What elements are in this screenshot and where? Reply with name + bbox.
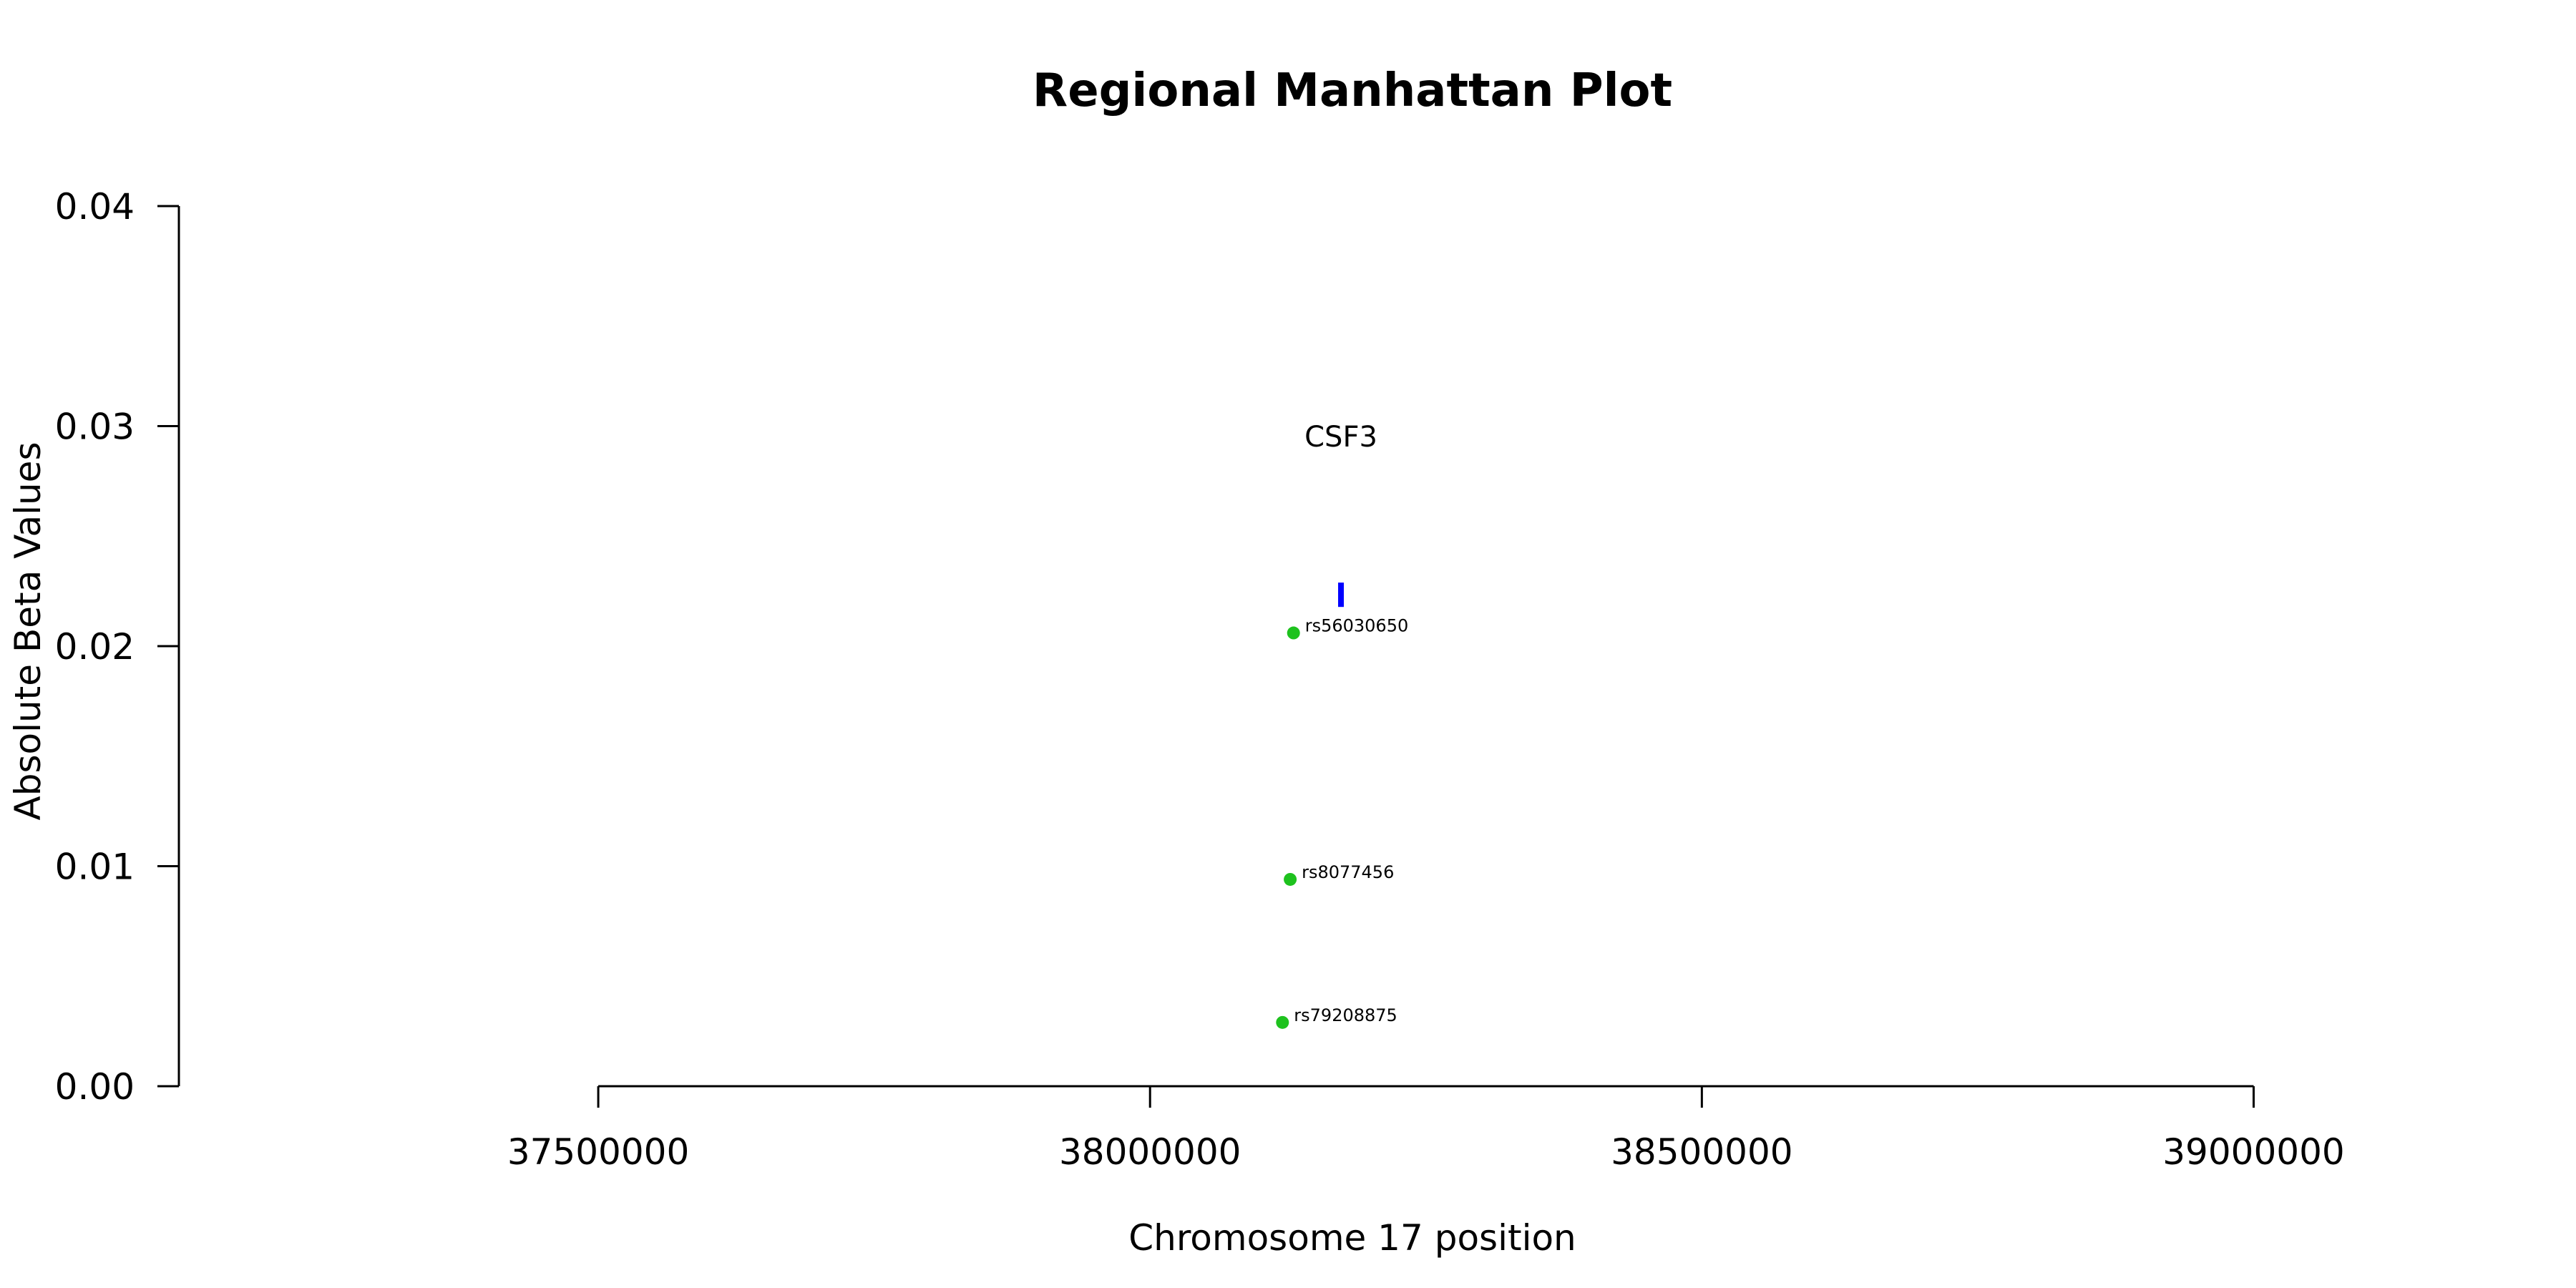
data-point [1284,872,1297,886]
y-tick-label: 0.03 [55,406,135,448]
x-tick-label: 38500000 [1611,1131,1793,1173]
snp-label: rs79208875 [1294,1005,1397,1025]
data-point [1287,626,1300,640]
y-tick-label: 0.00 [55,1066,135,1108]
gene-label: CSF3 [1304,421,1377,454]
x-ticks: 37500000 38000000 38500000 39000000 [507,1086,2345,1173]
snp-label: rs8077456 [1302,862,1394,882]
y-tick-label: 0.01 [55,847,135,888]
snp-label: rs56030650 [1305,616,1409,636]
x-axis-label: Chromosome 17 position [1128,1217,1576,1259]
gene-annotations: CSF3 [1304,421,1377,608]
data-point [1276,1015,1289,1029]
gene-marker [1338,582,1345,608]
y-tick-label: 0.04 [55,186,135,228]
y-ticks: 0.00 0.01 0.02 0.03 0.04 [55,186,179,1108]
x-tick-label: 39000000 [2162,1131,2345,1173]
y-tick-label: 0.02 [55,626,135,668]
x-tick-label: 37500000 [507,1131,690,1173]
chart-title: Regional Manhattan Plot [1033,64,1672,117]
y-axis-label: Absolute Beta Values [7,442,49,821]
data-points: rs56030650 rs8077456 rs79208875 [1276,616,1408,1029]
x-tick-label: 38000000 [1059,1131,1241,1173]
